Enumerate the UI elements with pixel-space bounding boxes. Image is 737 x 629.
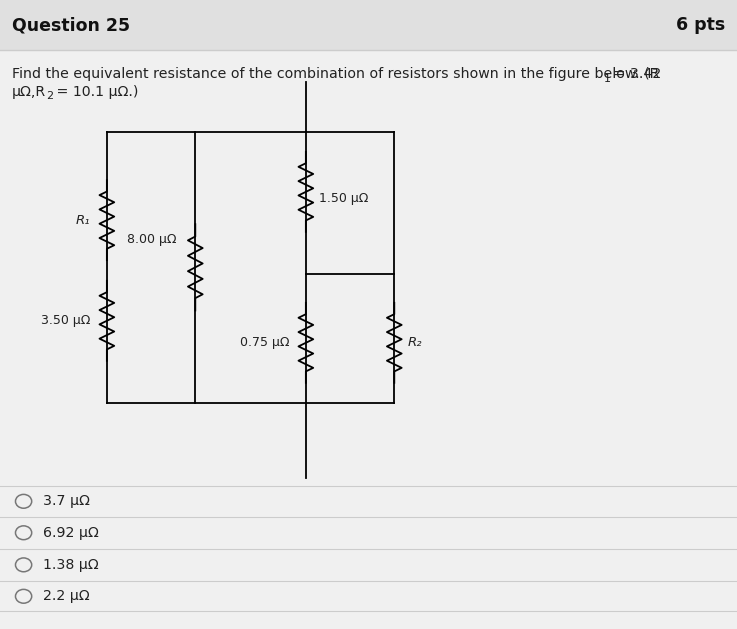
Text: Question 25: Question 25 [12, 16, 130, 34]
Text: μΩ,R: μΩ,R [12, 85, 46, 99]
Text: 3.50 μΩ: 3.50 μΩ [41, 314, 91, 327]
Text: 1.38 μΩ: 1.38 μΩ [43, 558, 98, 572]
Bar [0, 0, 737, 50]
Text: 0.75 μΩ: 0.75 μΩ [240, 337, 290, 349]
Text: = 10.1 μΩ.): = 10.1 μΩ.) [52, 85, 139, 99]
Text: 2: 2 [46, 91, 54, 101]
Text: Find the equivalent resistance of the combination of resistors shown in the figu: Find the equivalent resistance of the co… [12, 67, 659, 81]
Text: 8.00 μΩ: 8.00 μΩ [128, 233, 177, 245]
Text: = 3.42: = 3.42 [609, 67, 662, 81]
Text: 6.92 μΩ: 6.92 μΩ [43, 526, 99, 540]
Text: 2.2 μΩ: 2.2 μΩ [43, 589, 89, 603]
Text: 6 pts: 6 pts [676, 16, 725, 34]
Text: 1: 1 [604, 74, 610, 84]
Text: R₂: R₂ [408, 337, 422, 349]
Text: 1.50 μΩ: 1.50 μΩ [319, 192, 368, 204]
Text: 3.7 μΩ: 3.7 μΩ [43, 494, 90, 508]
Text: R₁: R₁ [76, 214, 91, 226]
